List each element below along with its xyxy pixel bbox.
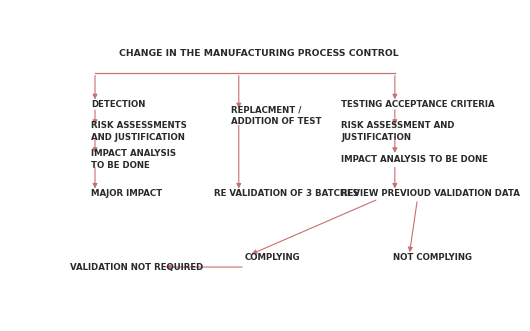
Text: IMPACT ANALYSIS TO BE DONE: IMPACT ANALYSIS TO BE DONE xyxy=(341,155,488,164)
Text: VALIDATION NOT REQUIRED: VALIDATION NOT REQUIRED xyxy=(70,262,204,271)
Text: REPLACMENT /
ADDITION OF TEST: REPLACMENT / ADDITION OF TEST xyxy=(231,106,321,126)
Text: NOT COMPLYING: NOT COMPLYING xyxy=(393,253,472,262)
Text: CHANGE IN THE MANUFACTURING PROCESS CONTROL: CHANGE IN THE MANUFACTURING PROCESS CONT… xyxy=(119,49,399,58)
Text: RISK ASSESSMENT AND
JUSTIFICATION: RISK ASSESSMENT AND JUSTIFICATION xyxy=(341,121,455,142)
Text: RE VALIDATION OF 3 BATCHES: RE VALIDATION OF 3 BATCHES xyxy=(214,189,359,198)
Text: DETECTION: DETECTION xyxy=(91,100,145,109)
Text: TESTING ACCEPTANCE CRITERIA: TESTING ACCEPTANCE CRITERIA xyxy=(341,100,495,109)
Text: COMPLYING: COMPLYING xyxy=(245,253,301,262)
Text: IMPACT ANALYSIS
TO BE DONE: IMPACT ANALYSIS TO BE DONE xyxy=(91,149,176,170)
Text: REVIEW PREVIOUD VALIDATION DATA: REVIEW PREVIOUD VALIDATION DATA xyxy=(341,189,520,198)
Text: MAJOR IMPACT: MAJOR IMPACT xyxy=(91,189,162,198)
Text: RISK ASSESSMENTS
AND JUSTIFICATION: RISK ASSESSMENTS AND JUSTIFICATION xyxy=(91,121,187,142)
